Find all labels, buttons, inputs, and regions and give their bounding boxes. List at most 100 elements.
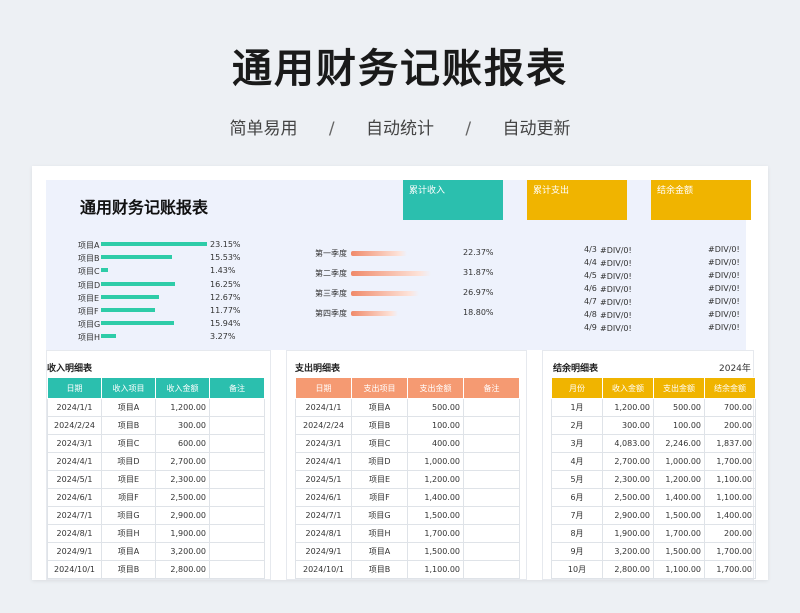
daily-value: #DIV/0!	[600, 311, 632, 320]
page-title: 通用财务记账报表	[232, 46, 568, 92]
quarter-row: 第二季度 31.87%	[315, 265, 505, 285]
table-row[interactable]: 2024/4/1 项目D 1,000.00	[295, 452, 520, 471]
table-cell	[463, 524, 520, 543]
daily-date: 4/6	[584, 284, 597, 293]
item-label: 项目D	[78, 280, 101, 290]
table-row[interactable]: 2024/3/1 项目C 400.00	[295, 434, 520, 453]
daily-value: #DIV/0!	[600, 272, 632, 281]
table-cell: 5月	[551, 470, 603, 489]
table-row[interactable]: 2024/9/1 项目A 1,500.00	[295, 542, 520, 561]
table-cell	[463, 470, 520, 489]
table-cell: 2024/1/1	[295, 398, 352, 417]
kpi-total-expense[interactable]: 累计支出	[527, 180, 627, 220]
table-row[interactable]: 2024/6/1 项目F 2,500.00	[47, 488, 265, 507]
table-cell	[209, 506, 265, 525]
table-cell: 3,200.00	[602, 542, 654, 561]
item-share-bar	[101, 281, 176, 286]
daily-value: #DIV/0!	[600, 324, 632, 333]
item-label: 项目G	[78, 320, 101, 330]
table-row[interactable]: 2024/7/1 项目G 1,500.00	[295, 506, 520, 525]
item-share-value: 15.94%	[210, 319, 241, 329]
table-cell: 100.00	[407, 416, 464, 435]
quarter-share-bar	[351, 271, 431, 276]
table-row[interactable]: 2024/8/1 项目H 1,900.00	[47, 524, 265, 543]
dashboard-area: 通用财务记账报表 累计收入 累计支出 结余金额 项目A 23.15% 项目B 15.5…	[46, 180, 751, 350]
table-cell: 项目E	[101, 470, 156, 489]
table-cell: 项目D	[351, 452, 408, 471]
item-share-row: 项目C 1.43%	[78, 264, 278, 277]
item-share-bar	[101, 268, 108, 273]
table-row[interactable]: 2024/10/1 项目B 1,100.00	[295, 560, 520, 579]
table-cell: 项目G	[101, 506, 156, 525]
table-cell: 项目H	[351, 524, 408, 543]
table-row[interactable]: 2024/7/1 项目G 2,900.00	[47, 506, 265, 525]
table-cell	[209, 452, 265, 471]
table-row[interactable]: 2024/1/1 项目A 500.00	[295, 398, 520, 417]
table-cell: 1,400.00	[704, 506, 756, 525]
daily-row: 4/7 #DIV/0! #DIV/0!	[584, 296, 744, 309]
item-share-bar	[101, 308, 155, 312]
table-row[interactable]: 2024/3/1 项目C 600.00	[47, 434, 265, 453]
table-cell: 项目A	[351, 398, 408, 417]
table-cell: 1,700.00	[704, 452, 756, 471]
kpi-balance[interactable]: 结余金额	[651, 180, 751, 220]
item-share-value: 11.77%	[210, 306, 241, 315]
table-cell: 2,300.00	[602, 470, 654, 489]
item-share-bar	[101, 321, 174, 326]
table-cell: 700.00	[704, 398, 756, 417]
table-row[interactable]: 2024/2/24 项目B 100.00	[295, 416, 520, 435]
table-row[interactable]: 2024/2/24 项目B 300.00	[47, 416, 265, 435]
item-share-row: 项目B 15.53%	[78, 251, 278, 264]
table-cell: 2,500.00	[602, 488, 654, 507]
item-label: 项目F	[78, 307, 99, 316]
daily-value: #DIV/0!	[708, 284, 740, 293]
table-cell: 1,400.00	[653, 488, 705, 507]
daily-value: #DIV/0!	[708, 258, 740, 267]
table-cell: 300.00	[602, 416, 654, 435]
feature-tags: 简单易用 / 自动统计 / 自动更新	[0, 114, 800, 139]
table-cell: 项目G	[351, 506, 408, 525]
item-share-value: 16.25%	[210, 279, 241, 289]
daily-date: 4/5	[584, 271, 597, 280]
table-row[interactable]: 1月 1,200.00 500.00 700.00	[551, 398, 756, 417]
item-share-bar	[101, 255, 173, 260]
table-row[interactable]: 2024/5/1 项目E 2,300.00	[47, 470, 265, 489]
table-cell: 1,200.00	[653, 470, 705, 489]
table-row[interactable]: 5月 2,300.00 1,200.00 1,100.00	[551, 470, 756, 489]
table-row[interactable]: 2024/4/1 项目D 2,700.00	[47, 452, 265, 471]
table-cell	[463, 506, 520, 525]
table-cell	[463, 398, 520, 417]
table-cell: 2024/6/1	[47, 488, 102, 507]
table-cell: 2024/5/1	[47, 470, 102, 489]
quarter-label: 第四季度	[315, 309, 347, 318]
daily-value: #DIV/0!	[708, 323, 740, 332]
table-cell: 1,700.00	[704, 542, 756, 561]
table-row[interactable]: 2024/1/1 项目A 1,200.00	[47, 398, 265, 417]
table-row[interactable]: 2024/6/1 项目F 1,400.00	[295, 488, 520, 507]
table-cell: 2024/4/1	[47, 452, 102, 471]
table-row[interactable]: 9月 3,200.00 1,500.00 1,700.00	[551, 542, 756, 561]
table-row[interactable]: 2024/5/1 项目E 1,200.00	[295, 470, 520, 489]
kpi-total-income[interactable]: 累计收入	[403, 180, 503, 220]
table-row[interactable]: 2024/10/1 项目B 2,800.00	[47, 560, 265, 579]
income-column-header: 备注	[209, 377, 265, 399]
balance-column-header: 支出金额	[653, 377, 705, 399]
table-row[interactable]: 2024/8/1 项目H 1,700.00	[295, 524, 520, 543]
table-row[interactable]: 8月 1,900.00 1,700.00 200.00	[551, 524, 756, 543]
table-row[interactable]: 2月 300.00 100.00 200.00	[551, 416, 756, 435]
table-row[interactable]: 6月 2,500.00 1,400.00 1,100.00	[551, 488, 756, 507]
table-cell: 1,700.00	[704, 560, 756, 579]
table-row[interactable]: 10月 2,800.00 1,100.00 1,700.00	[551, 560, 756, 579]
table-row[interactable]: 2024/9/1 项目A 3,200.00	[47, 542, 265, 561]
table-row[interactable]: 4月 2,700.00 1,000.00 1,700.00	[551, 452, 756, 471]
item-share-bar	[101, 294, 159, 299]
table-row[interactable]: 3月 4,083.00 2,246.00 1,837.00	[551, 434, 756, 453]
item-share-row: 项目G 15.94%	[78, 317, 278, 330]
quarter-row: 第四季度 18.80%	[315, 305, 505, 325]
item-label: 项目E	[78, 293, 100, 303]
table-cell: 400.00	[407, 434, 464, 453]
income-table-title: 收入明细表	[47, 364, 93, 374]
table-row[interactable]: 7月 2,900.00 1,500.00 1,400.00	[551, 506, 756, 525]
table-cell: 2,700.00	[155, 452, 210, 471]
quarter-share-value: 22.37%	[463, 248, 494, 257]
